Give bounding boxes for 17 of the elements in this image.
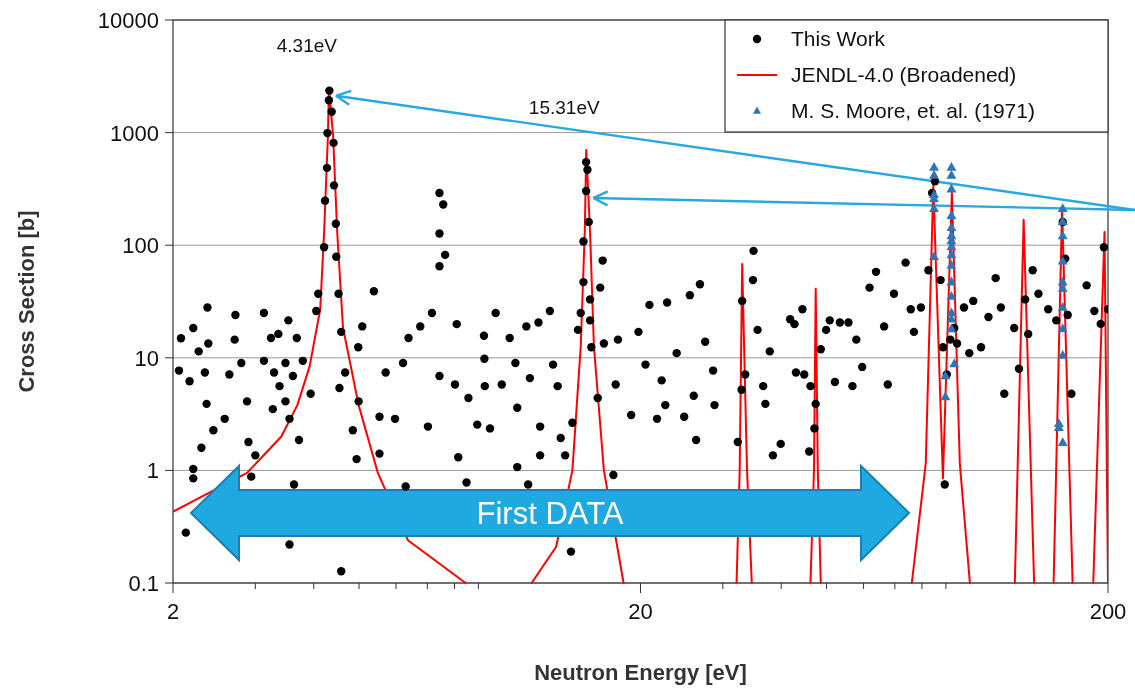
annotation: First DATA — [476, 496, 624, 531]
x-axis-title: Neutron Energy [eV] — [534, 660, 747, 685]
y-tick-label: 1 — [146, 458, 159, 484]
y-tick-label: 100 — [122, 233, 159, 259]
x-tick-label: 200 — [1089, 599, 1127, 624]
y-tick-label: 1000 — [110, 120, 159, 146]
y-axis-title: Cross Section [b] — [14, 210, 39, 393]
annotation: 4.31eV — [276, 34, 338, 56]
x-tick-label: 2 — [166, 599, 180, 624]
legend-label: JENDL-4.0 (Broadened) — [791, 63, 1017, 86]
legend-label: M. S. Moore, et. al. (1971) — [791, 99, 1035, 122]
annotation: 15.31eV — [528, 97, 600, 119]
x-tick-label: 20 — [628, 599, 653, 624]
y-tick-label: 10000 — [97, 8, 159, 33]
y-tick-label: 10 — [134, 345, 159, 371]
legend-label: This Work — [791, 27, 886, 50]
y-tick-label: 0.1 — [128, 571, 159, 596]
